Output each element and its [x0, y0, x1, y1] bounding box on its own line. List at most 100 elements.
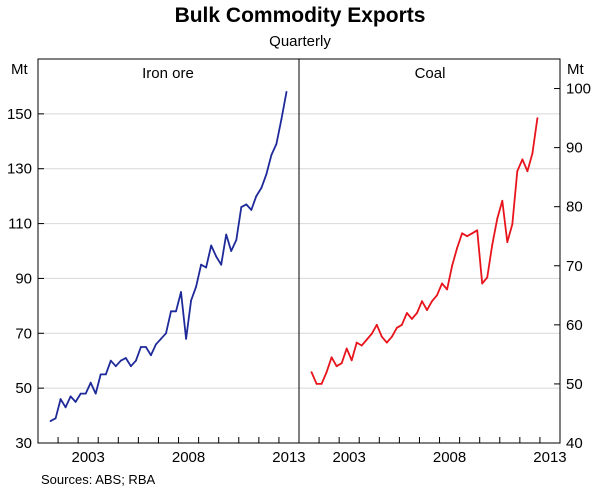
- data-point-iron-ore: [150, 354, 152, 357]
- data-point-iron-ore: [79, 392, 82, 395]
- data-point-coal: [436, 294, 438, 297]
- data-point-coal: [461, 232, 463, 235]
- panel-title-iron-ore: Iron ore: [142, 65, 194, 82]
- data-point-iron-ore: [235, 239, 238, 241]
- data-point-coal: [340, 362, 343, 365]
- data-point-coal: [396, 326, 398, 329]
- data-point-coal: [511, 223, 514, 226]
- x-tick-label: 2003: [72, 449, 105, 466]
- data-point-iron-ore: [104, 373, 107, 376]
- data-point-iron-ore: [250, 209, 253, 211]
- y-tick-label-right: 100: [566, 81, 591, 98]
- y-tick-label-right: 50: [566, 376, 583, 393]
- x-tick-label: 2008: [433, 449, 466, 466]
- data-point-coal: [446, 288, 448, 291]
- data-point-iron-ore: [59, 398, 62, 400]
- data-point-iron-ore: [99, 373, 102, 376]
- data-point-coal: [350, 359, 353, 362]
- data-point-coal: [416, 312, 418, 314]
- data-point-coal: [335, 365, 338, 368]
- data-point-coal: [406, 312, 408, 314]
- data-point-iron-ore: [195, 285, 198, 288]
- data-point-coal: [380, 335, 383, 338]
- data-point-iron-ore: [230, 250, 233, 252]
- data-point-coal: [391, 335, 393, 338]
- data-point-iron-ore: [165, 332, 167, 335]
- data-point-iron-ore: [160, 337, 162, 340]
- data-point-iron-ore: [240, 206, 243, 209]
- data-point-coal: [486, 276, 489, 279]
- data-point-coal: [466, 235, 468, 238]
- data-point-coal: [531, 152, 534, 155]
- data-point-coal: [471, 232, 474, 235]
- data-point-coal: [385, 341, 388, 344]
- data-point-iron-ore: [119, 359, 122, 362]
- y-tick-label-right: 70: [566, 258, 583, 275]
- data-point-coal: [375, 323, 378, 326]
- data-point-coal: [370, 332, 373, 335]
- data-point-iron-ore: [280, 118, 283, 121]
- y-tick-label-right: 80: [566, 199, 583, 216]
- axes: 30 50 70 90 110 130 150 40 50 60 70 80 90 100 2003 2008…: [7, 81, 591, 466]
- data-point-coal: [320, 383, 323, 385]
- series: [49, 91, 539, 422]
- chart-subtitle: Quarterly: [269, 33, 331, 50]
- x-tick-label: 2013: [272, 449, 305, 466]
- data-point-coal: [506, 241, 509, 244]
- y-tick-label-left: 150: [7, 106, 32, 123]
- data-point-iron-ore: [205, 266, 208, 269]
- data-point-iron-ore: [74, 401, 77, 403]
- data-point-coal: [476, 229, 479, 232]
- series-line-iron-ore: [50, 91, 288, 422]
- data-point-iron-ore: [275, 143, 278, 145]
- data-point-iron-ore: [94, 392, 97, 395]
- data-point-iron-ore: [260, 187, 263, 189]
- data-point-iron-ore: [109, 359, 112, 362]
- y-tick-label-left: 130: [7, 161, 32, 178]
- x-tick-label: 2013: [533, 449, 566, 466]
- y-tick-label-right: 60: [566, 317, 583, 334]
- source-note: Sources: ABS; RBA: [41, 472, 155, 487]
- data-point-iron-ore: [54, 417, 57, 420]
- data-point-iron-ore: [255, 195, 258, 198]
- data-point-coal: [491, 244, 494, 247]
- data-point-iron-ore: [220, 263, 223, 266]
- data-point-iron-ore: [89, 381, 92, 384]
- data-point-iron-ore: [155, 343, 157, 346]
- series-line-coal: [310, 117, 539, 385]
- data-point-coal: [411, 318, 413, 320]
- data-point-iron-ore: [225, 233, 228, 236]
- data-point-coal: [456, 247, 458, 249]
- data-point-iron-ore: [265, 173, 268, 176]
- y-tick-label-left: 30: [15, 435, 32, 452]
- data-point-iron-ore: [200, 263, 203, 266]
- data-point-iron-ore: [190, 299, 193, 302]
- chart-title: Bulk Commodity Exports: [175, 4, 426, 27]
- data-point-coal: [355, 341, 358, 344]
- data-point-iron-ore: [84, 392, 87, 395]
- data-point-iron-ore: [130, 365, 132, 368]
- data-point-iron-ore: [114, 365, 117, 368]
- data-point-iron-ore: [64, 406, 67, 409]
- data-point-iron-ore: [215, 255, 218, 258]
- data-point-iron-ore: [145, 346, 147, 348]
- y-tick-label-left: 110: [8, 216, 32, 233]
- data-point-coal: [521, 158, 524, 161]
- data-point-iron-ore: [49, 420, 52, 422]
- data-point-iron-ore: [135, 359, 137, 362]
- data-point-coal: [536, 117, 539, 119]
- data-point-coal: [401, 323, 403, 326]
- y-tick-label-left: 70: [15, 325, 32, 342]
- data-point-iron-ore: [270, 154, 273, 156]
- data-point-iron-ore: [140, 346, 142, 348]
- data-point-coal: [496, 217, 499, 220]
- data-point-coal: [315, 383, 318, 385]
- data-point-iron-ore: [124, 357, 127, 359]
- data-point-iron-ore: [180, 291, 182, 293]
- data-point-iron-ore: [69, 395, 72, 398]
- y-tick-label-left: 90: [15, 270, 32, 287]
- panel-title-coal: Coal: [415, 65, 446, 82]
- right-axis-unit: Mt: [567, 61, 584, 78]
- data-point-coal: [431, 300, 433, 303]
- data-point-iron-ore: [210, 244, 213, 247]
